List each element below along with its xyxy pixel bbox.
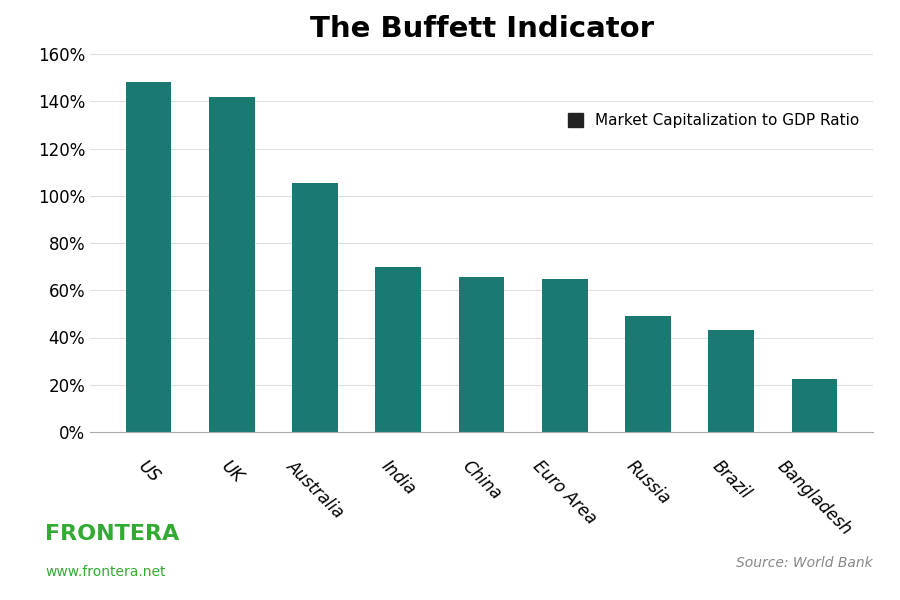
- Bar: [292, 183, 338, 432]
- Bar: [626, 316, 670, 432]
- Bar: [459, 277, 504, 432]
- Bar: [708, 331, 754, 432]
- Bar: [792, 379, 837, 432]
- Bar: [542, 279, 588, 432]
- Title: The Buffett Indicator: The Buffett Indicator: [310, 16, 653, 43]
- Legend: Market Capitalization to GDP Ratio: Market Capitalization to GDP Ratio: [562, 107, 866, 134]
- Text: www.frontera.net: www.frontera.net: [45, 565, 166, 579]
- Bar: [375, 266, 421, 432]
- Bar: [126, 82, 171, 432]
- Text: FRONTERA: FRONTERA: [45, 524, 179, 544]
- Bar: [209, 97, 255, 432]
- Text: Source: World Bank: Source: World Bank: [736, 556, 873, 570]
